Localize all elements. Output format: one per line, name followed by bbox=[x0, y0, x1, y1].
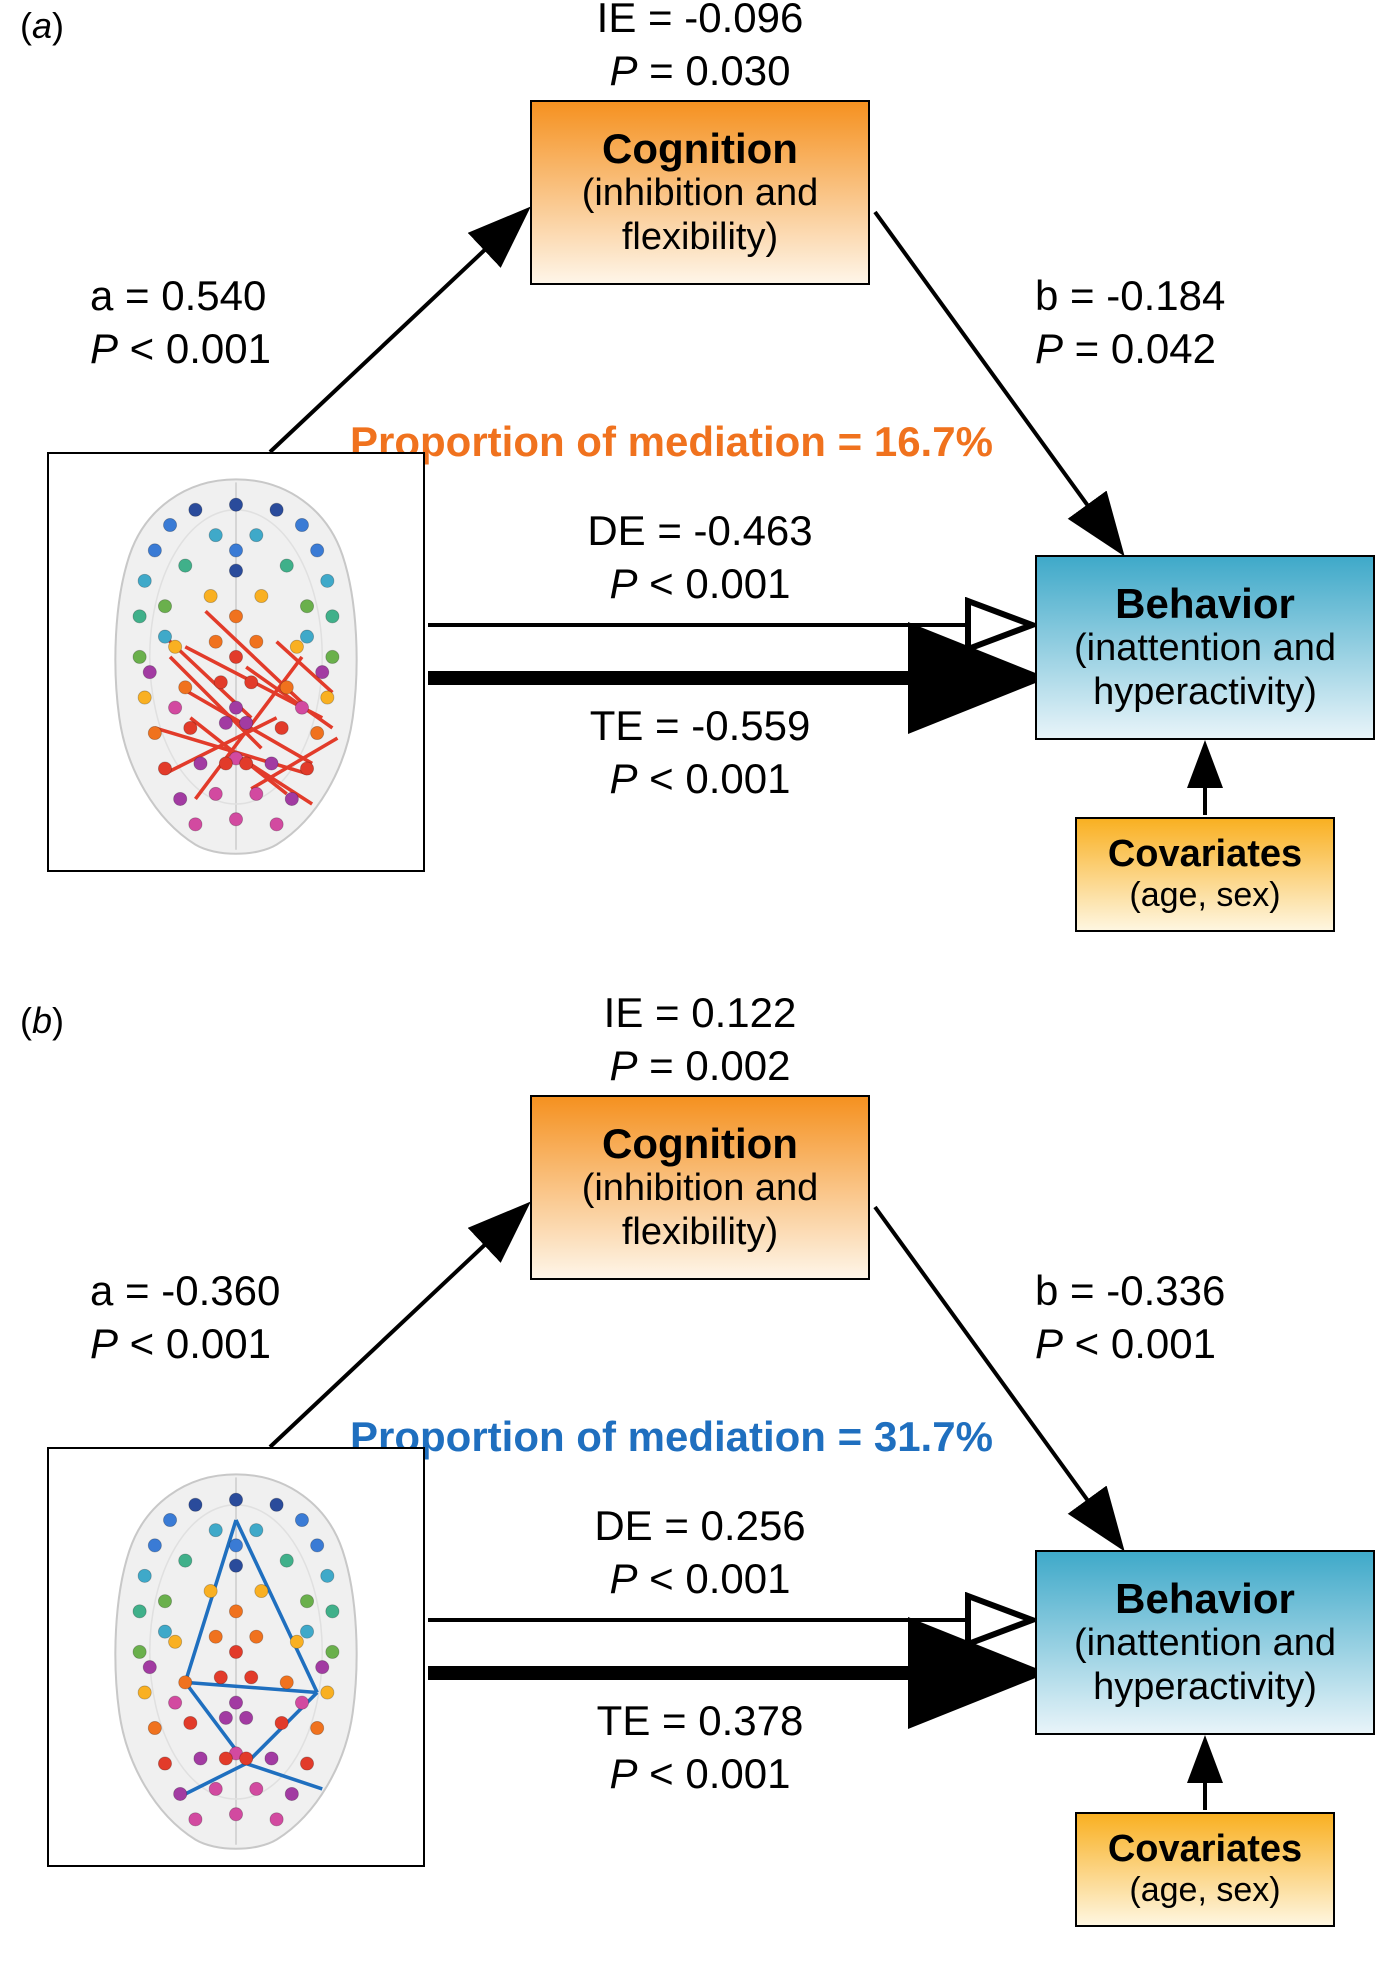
te-p: P < 0.001 bbox=[510, 753, 890, 806]
mediation-proportion: Proportion of mediation = 16.7% bbox=[350, 418, 993, 466]
behavior-title: Behavior bbox=[1115, 1576, 1295, 1622]
ie-stats: IE = -0.096 P = 0.030 bbox=[530, 0, 870, 97]
b-stats: b = -0.336 P < 0.001 bbox=[1035, 1265, 1225, 1370]
brain-connectome bbox=[49, 454, 423, 870]
a-value: a = -0.360 bbox=[90, 1265, 280, 1318]
behavior-box: Behavior (inattention andhyperactivity) bbox=[1035, 1550, 1375, 1735]
covariates-title: Covariates bbox=[1108, 1829, 1302, 1871]
covariates-sub: (age, sex) bbox=[1129, 1871, 1280, 1910]
behavior-sub: (inattention andhyperactivity) bbox=[1074, 627, 1336, 714]
ie-p: P = 0.030 bbox=[530, 45, 870, 98]
a-stats: a = 0.540 P < 0.001 bbox=[90, 270, 271, 375]
de-stats: DE = -0.463 P < 0.001 bbox=[510, 505, 890, 610]
b-value: b = -0.184 bbox=[1035, 270, 1225, 323]
ie-value: IE = -0.096 bbox=[530, 0, 870, 45]
b-stats: b = -0.184 P = 0.042 bbox=[1035, 270, 1225, 375]
a-p: P < 0.001 bbox=[90, 1318, 280, 1371]
de-value: DE = -0.463 bbox=[510, 505, 890, 558]
panel-b: (b) IE = 0.122 P = 0.002 Cognition (inhi… bbox=[0, 995, 1400, 1985]
b-p: P = 0.042 bbox=[1035, 323, 1225, 376]
behavior-title: Behavior bbox=[1115, 581, 1295, 627]
a-p: P < 0.001 bbox=[90, 323, 271, 376]
de-stats: DE = 0.256 P < 0.001 bbox=[510, 1500, 890, 1605]
brain-connectome bbox=[49, 1449, 423, 1865]
covariates-box: Covariates (age, sex) bbox=[1075, 1812, 1335, 1927]
covariates-sub: (age, sex) bbox=[1129, 876, 1280, 915]
behavior-box: Behavior (inattention andhyperactivity) bbox=[1035, 555, 1375, 740]
de-p: P < 0.001 bbox=[510, 558, 890, 611]
te-stats: TE = -0.559 P < 0.001 bbox=[510, 700, 890, 805]
brain-box bbox=[47, 1447, 425, 1867]
te-value: TE = 0.378 bbox=[510, 1695, 890, 1748]
mediation-proportion: Proportion of mediation = 31.7% bbox=[350, 1413, 993, 1461]
cognition-box: Cognition (inhibition andflexibility) bbox=[530, 100, 870, 285]
covariates-title: Covariates bbox=[1108, 834, 1302, 876]
panel-label-b: (b) bbox=[20, 1000, 64, 1042]
brain-box bbox=[47, 452, 425, 872]
te-p: P < 0.001 bbox=[510, 1748, 890, 1801]
ie-stats: IE = 0.122 P = 0.002 bbox=[530, 987, 870, 1092]
cognition-sub: (inhibition andflexibility) bbox=[582, 172, 819, 259]
panel-a: (a) IE = -0.096 P = 0.030 Cognition (inh… bbox=[0, 0, 1400, 990]
te-value: TE = -0.559 bbox=[510, 700, 890, 753]
cognition-title: Cognition bbox=[602, 126, 798, 172]
a-stats: a = -0.360 P < 0.001 bbox=[90, 1265, 280, 1370]
cognition-box: Cognition (inhibition andflexibility) bbox=[530, 1095, 870, 1280]
te-stats: TE = 0.378 P < 0.001 bbox=[510, 1695, 890, 1800]
a-value: a = 0.540 bbox=[90, 270, 271, 323]
behavior-sub: (inattention andhyperactivity) bbox=[1074, 1622, 1336, 1709]
b-value: b = -0.336 bbox=[1035, 1265, 1225, 1318]
de-p: P < 0.001 bbox=[510, 1553, 890, 1606]
b-p: P < 0.001 bbox=[1035, 1318, 1225, 1371]
de-value: DE = 0.256 bbox=[510, 1500, 890, 1553]
cognition-sub: (inhibition andflexibility) bbox=[582, 1167, 819, 1254]
ie-value: IE = 0.122 bbox=[530, 987, 870, 1040]
cognition-title: Cognition bbox=[602, 1121, 798, 1167]
panel-label-a: (a) bbox=[20, 5, 64, 47]
ie-p: P = 0.002 bbox=[530, 1040, 870, 1093]
covariates-box: Covariates (age, sex) bbox=[1075, 817, 1335, 932]
